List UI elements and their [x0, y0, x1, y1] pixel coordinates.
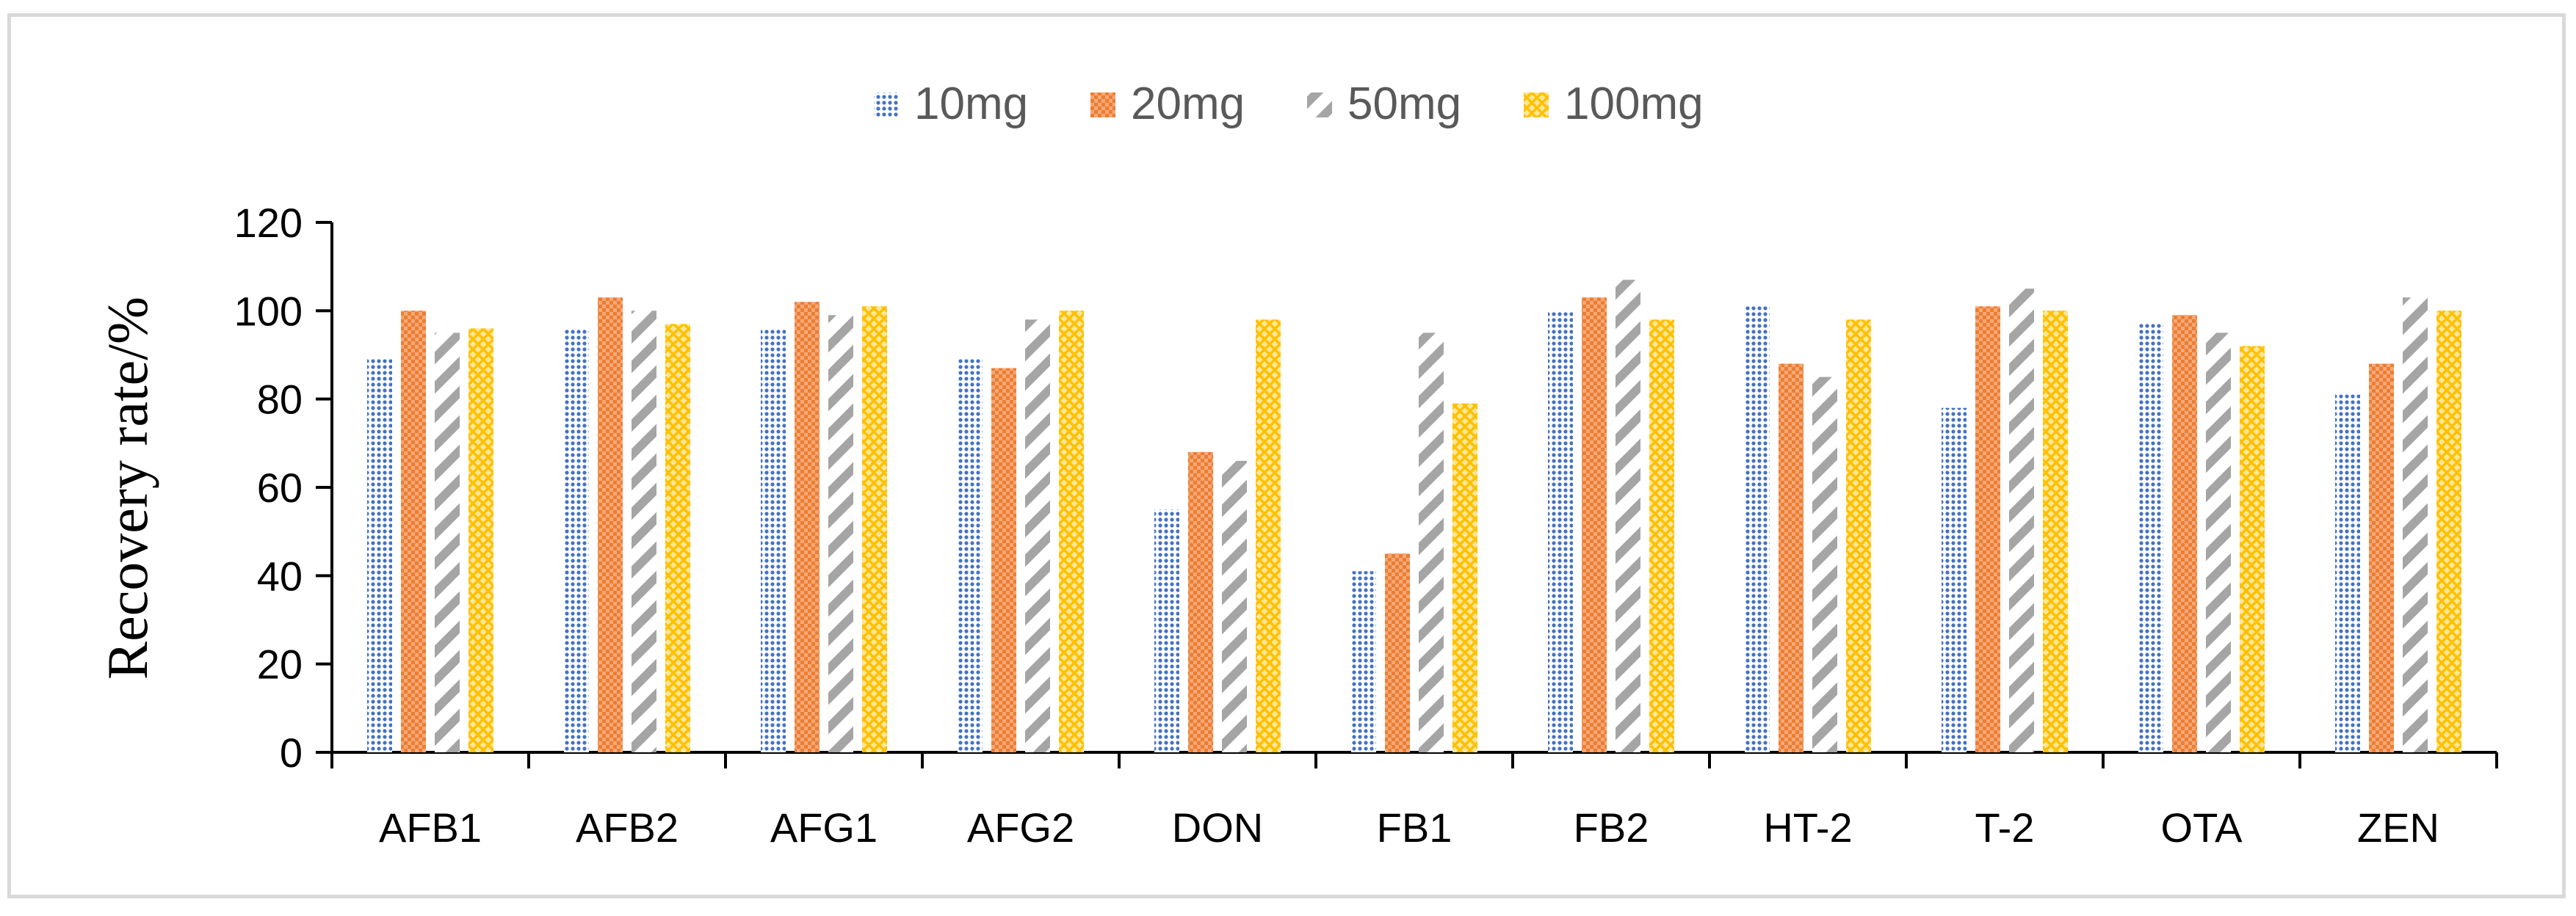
bar-ht-2-10mg[interactable]: [1745, 306, 1770, 753]
x-tick-label-afg1: AFG1: [770, 804, 878, 851]
bar-afb2-100mg[interactable]: [665, 324, 690, 753]
bar-afg1-20mg[interactable]: [795, 302, 820, 752]
bar-fb2-20mg[interactable]: [1582, 297, 1607, 752]
legend-label-100mg: 100mg: [1564, 79, 1704, 129]
bar-afb1-20mg[interactable]: [401, 310, 426, 752]
bar-ota-50mg[interactable]: [2206, 332, 2231, 753]
y-tick-label: 100: [234, 288, 303, 334]
bar-t-2-100mg[interactable]: [2043, 310, 2068, 752]
bar-zen-50mg[interactable]: [2403, 297, 2428, 752]
legend: 10mg 20mg 50mg 100mg: [874, 79, 1704, 129]
x-tick-label-ht-2: HT-2: [1763, 804, 1852, 851]
bars: [367, 280, 2461, 753]
bar-afb2-50mg[interactable]: [632, 310, 656, 752]
legend-item-100mg[interactable]: 100mg: [1524, 79, 1704, 129]
bar-fb1-50mg[interactable]: [1419, 332, 1444, 753]
bar-fb2-50mg[interactable]: [1616, 280, 1640, 752]
legend-swatch-100mg: [1524, 92, 1549, 117]
x-tick-label-fb2: FB2: [1574, 804, 1649, 851]
bar-afb1-10mg[interactable]: [367, 359, 392, 752]
legend-item-10mg[interactable]: 10mg: [874, 79, 1028, 129]
bar-don-50mg[interactable]: [1222, 460, 1247, 752]
legend-swatch-50mg: [1307, 92, 1332, 117]
y-tick-label: 120: [234, 200, 303, 246]
bar-don-10mg[interactable]: [1154, 509, 1179, 752]
legend-item-50mg[interactable]: 50mg: [1307, 79, 1461, 129]
bar-fb1-20mg[interactable]: [1385, 553, 1410, 752]
x-tick-label-t-2: T-2: [1975, 804, 2035, 851]
bar-fb2-100mg[interactable]: [1649, 319, 1674, 752]
bar-don-100mg[interactable]: [1256, 319, 1281, 752]
y-axis-title: Recovery rate/%: [95, 297, 159, 680]
x-tick-label-afb2: AFB2: [576, 804, 679, 851]
legend-swatch-20mg: [1090, 92, 1115, 117]
bar-afb2-20mg[interactable]: [598, 297, 623, 752]
bar-ota-10mg[interactable]: [2138, 324, 2163, 753]
y-ticks: 0 20 40 60 80 100 120: [234, 200, 332, 776]
x-tick-label-afb1: AFB1: [379, 804, 482, 851]
x-tick-label-zen: ZEN: [2357, 804, 2439, 851]
bar-afb2-10mg[interactable]: [564, 328, 589, 752]
bar-zen-100mg[interactable]: [2436, 310, 2461, 752]
legend-item-20mg[interactable]: 20mg: [1090, 79, 1245, 129]
bar-afg1-10mg[interactable]: [761, 328, 786, 752]
legend-swatch-10mg: [874, 92, 899, 117]
bar-afg2-10mg[interactable]: [958, 359, 983, 752]
bar-afb1-100mg[interactable]: [468, 328, 493, 752]
y-tick-label: 20: [257, 641, 303, 688]
x-tick-label-don: DON: [1172, 804, 1263, 851]
bar-fb2-10mg[interactable]: [1548, 310, 1573, 752]
bar-ota-100mg[interactable]: [2240, 346, 2265, 752]
legend-label-20mg: 20mg: [1131, 79, 1245, 129]
y-tick-label: 60: [257, 465, 303, 511]
bar-t-2-50mg[interactable]: [2009, 288, 2034, 752]
bar-afg1-100mg[interactable]: [862, 306, 887, 753]
bar-fb1-10mg[interactable]: [1351, 571, 1376, 752]
x-ticks: AFB1 AFB2 AFG1 AFG2 DON FB1 FB2 HT-2 T-2 OTA ZEN: [330, 752, 2498, 851]
bar-afg2-20mg[interactable]: [991, 368, 1016, 752]
bar-ht-2-100mg[interactable]: [1846, 319, 1871, 752]
bar-t-2-20mg[interactable]: [1975, 306, 2000, 753]
y-tick-label: 40: [257, 553, 303, 599]
bar-zen-10mg[interactable]: [2335, 394, 2360, 752]
legend-label-50mg: 50mg: [1347, 79, 1461, 129]
bar-afg2-50mg[interactable]: [1025, 319, 1050, 752]
bar-fb1-100mg[interactable]: [1452, 403, 1477, 752]
bar-don-20mg[interactable]: [1188, 451, 1213, 752]
bar-ota-20mg[interactable]: [2172, 315, 2197, 753]
x-tick-label-fb1: FB1: [1377, 804, 1452, 851]
bar-afb1-50mg[interactable]: [435, 332, 460, 753]
bar-zen-20mg[interactable]: [2369, 363, 2394, 752]
x-tick-label-afg2: AFG2: [967, 804, 1074, 851]
bar-afg2-100mg[interactable]: [1059, 310, 1084, 752]
y-tick-label: 80: [257, 377, 303, 423]
bar-ht-2-50mg[interactable]: [1812, 377, 1837, 752]
x-tick-label-ota: OTA: [2161, 804, 2243, 851]
bar-ht-2-20mg[interactable]: [1779, 363, 1803, 752]
legend-label-10mg: 10mg: [914, 79, 1028, 129]
y-tick-label: 0: [280, 730, 303, 776]
bar-t-2-10mg[interactable]: [1942, 407, 1967, 752]
bar-afg1-50mg[interactable]: [828, 315, 853, 753]
